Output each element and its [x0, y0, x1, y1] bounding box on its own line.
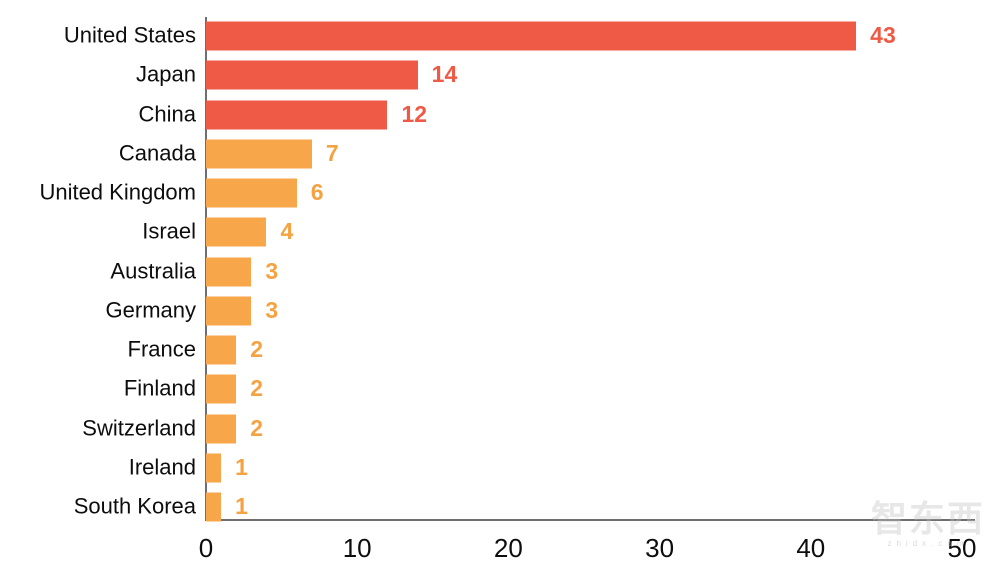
category-label: South Korea	[73, 493, 196, 519]
category-label: Australia	[110, 257, 196, 283]
bar-value: 4	[280, 218, 294, 245]
category-label: Switzerland	[82, 414, 196, 440]
x-tick-label: 30	[645, 533, 675, 563]
category-label: United Kingdom	[39, 179, 196, 205]
category-label: Israel	[142, 218, 196, 244]
x-axis-line	[205, 519, 975, 521]
bar-value: 3	[265, 257, 279, 284]
x-tick-label: 0	[198, 533, 214, 563]
bar-value: 6	[310, 178, 324, 205]
x-tick-label: 20	[493, 533, 523, 563]
bar	[206, 21, 857, 51]
bar	[206, 453, 222, 483]
category-label: Finland	[123, 375, 196, 401]
category-label: China	[138, 100, 196, 126]
bar	[206, 414, 237, 443]
bar	[206, 60, 418, 90]
category-label: Canada	[118, 140, 196, 166]
x-tick-label: 50	[947, 533, 977, 563]
bar-value: 1	[235, 492, 248, 519]
bar-value: 2	[250, 335, 264, 362]
bar	[206, 100, 388, 129]
category-label: United States	[63, 22, 196, 48]
bar-value: 7	[325, 139, 339, 166]
bar-value: 2	[250, 414, 264, 441]
category-label: France	[127, 336, 196, 362]
bar-value: 1	[235, 453, 248, 480]
watermark-sub-text: zhidx.com	[887, 539, 969, 548]
bar	[206, 257, 252, 286]
bar	[206, 217, 267, 247]
bar-value: 3	[265, 296, 279, 323]
bar	[206, 296, 252, 326]
bar	[206, 335, 237, 365]
x-tick-label: 40	[796, 533, 826, 563]
bar-value: 14	[431, 61, 458, 88]
bar-value: 43	[870, 21, 896, 48]
bar-value: 12	[401, 100, 428, 127]
category-label: Ireland	[128, 454, 196, 480]
bar	[206, 178, 297, 208]
category-label: Japan	[136, 61, 196, 87]
bar	[206, 139, 312, 169]
bar-value: 2	[250, 375, 264, 402]
category-label: Germany	[105, 297, 196, 323]
bar	[206, 374, 237, 404]
x-tick-label: 10	[342, 533, 372, 563]
watermark: 智东西 zhidx.com	[858, 500, 998, 549]
bar	[206, 492, 222, 522]
